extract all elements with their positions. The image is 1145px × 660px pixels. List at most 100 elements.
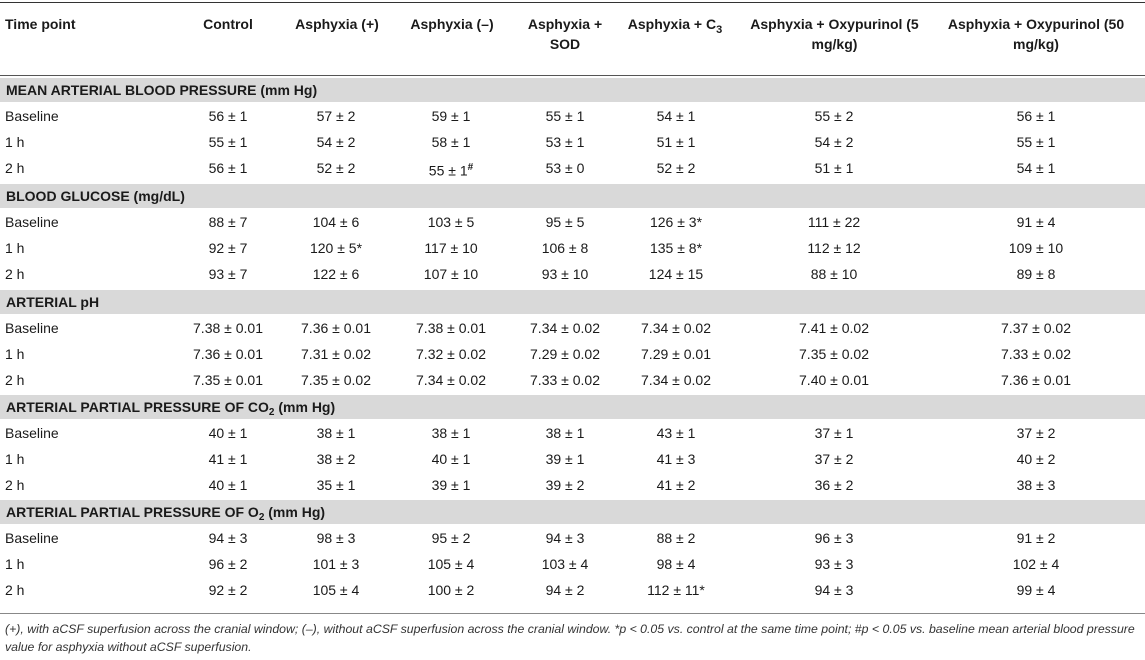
table-cell: 122 ± 6 bbox=[312, 266, 360, 282]
table-cell: 37 ± 2 bbox=[1016, 425, 1056, 441]
table-cell: 7.33 ± 0.02 bbox=[1001, 346, 1071, 362]
table-row: 1 h 55 ± 1 54 ± 2 58 ± 1 53 ± 1 51 ± 1 54 ± 2 5… bbox=[0, 129, 1145, 155]
row-label: 2 h bbox=[5, 582, 25, 598]
table-cell: 7.36 ± 0.01 bbox=[193, 346, 263, 362]
table-cell: 92 ± 7 bbox=[208, 240, 248, 256]
row-label: 2 h bbox=[5, 160, 25, 176]
subscript-two: 2 bbox=[268, 407, 275, 418]
table-cell: 88 ± 2 bbox=[656, 530, 696, 546]
row-label: 2 h bbox=[5, 266, 25, 282]
table-cell: 101 ± 3 bbox=[312, 556, 360, 572]
table-cell: 40 ± 1 bbox=[208, 425, 248, 441]
table-cell: 88 ± 7 bbox=[208, 214, 248, 230]
table-cell: 94 ± 3 bbox=[545, 530, 585, 546]
table-cell: 54 ± 2 bbox=[316, 134, 356, 150]
row-label: Baseline bbox=[5, 425, 59, 441]
table-cell: 7.34 ± 0.02 bbox=[416, 372, 486, 388]
table-cell: 109 ± 10 bbox=[1008, 240, 1064, 256]
table-cell: 96 ± 3 bbox=[814, 530, 854, 546]
table-row: Baseline 7.38 ± 0.01 7.36 ± 0.01 7.38 ± 0.0… bbox=[0, 315, 1145, 341]
table-cell: 117 ± 10 bbox=[424, 240, 478, 256]
table-cell: 94 ± 3 bbox=[814, 582, 854, 598]
row-label: 1 h bbox=[5, 556, 25, 572]
table-cell: 104 ± 6 bbox=[312, 214, 360, 230]
section-header: MEAN ARTERIAL BLOOD PRESSURE (mm Hg) bbox=[0, 78, 1145, 102]
table-cell: 7.34 ± 0.02 bbox=[641, 372, 711, 388]
table-cell: 98 ± 4 bbox=[656, 556, 696, 572]
header-rule bbox=[0, 75, 1145, 76]
table-cell: 95 ± 2 bbox=[431, 530, 471, 546]
table-cell: 91 ± 2 bbox=[1016, 530, 1056, 546]
table-row: Baseline 88 ± 7 104 ± 6 103 ± 5 95 ± 5 126 ± … bbox=[0, 209, 1145, 235]
table-cell: 41 ± 1 bbox=[208, 451, 248, 467]
table-cell: 41 ± 2 bbox=[656, 477, 696, 493]
table-cell: 55 ± 1# bbox=[428, 162, 474, 179]
table-cell: 94 ± 3 bbox=[208, 530, 248, 546]
table-row: 1 h 96 ± 2 101 ± 3 105 ± 4 103 ± 4 98 ± 4 93 ±… bbox=[0, 551, 1145, 577]
section-header: ARTERIAL PARTIAL PRESSURE OF CO2 (mm Hg) bbox=[0, 395, 1145, 419]
table-cell: 38 ± 1 bbox=[545, 425, 585, 441]
table-cell: 7.36 ± 0.01 bbox=[1001, 372, 1071, 388]
section-title: ARTERIAL PARTIAL PRESSURE OF CO2 (mm Hg) bbox=[6, 399, 336, 418]
header-asphyxia-sod: Asphyxia + SOD bbox=[527, 16, 603, 52]
header-asphyxia-c3: Asphyxia + C3 bbox=[625, 14, 725, 40]
subscript-three: 3 bbox=[716, 23, 723, 36]
row-label: Baseline bbox=[5, 320, 59, 336]
table-cell: 7.35 ± 0.01 bbox=[193, 372, 263, 388]
table-cell: 38 ± 3 bbox=[1016, 477, 1056, 493]
table-row: 2 h 56 ± 1 52 ± 2 55 ± 1# 53 ± 0 52 ± 2 51 ± 1… bbox=[0, 155, 1145, 181]
table-cell: 102 ± 4 bbox=[1012, 556, 1060, 572]
section-header: ARTERIAL PARTIAL PRESSURE OF O2 (mm Hg) bbox=[0, 500, 1145, 524]
table-cell: 107 ± 10 bbox=[423, 266, 479, 282]
table-row: 2 h 92 ± 2 105 ± 4 100 ± 2 94 ± 2 112 ± 11* 94… bbox=[0, 577, 1145, 603]
table-cell: 7.38 ± 0.01 bbox=[416, 320, 486, 336]
table-cell: 55 ± 1 bbox=[545, 108, 585, 124]
table-cell: 55 ± 1 bbox=[208, 134, 248, 150]
table-cell: 40 ± 2 bbox=[1016, 451, 1056, 467]
table-cell: 7.29 ± 0.02 bbox=[530, 346, 600, 362]
table-cell: 7.32 ± 0.02 bbox=[416, 346, 486, 362]
table-cell: 88 ± 10 bbox=[810, 266, 858, 282]
section-title: ARTERIAL PARTIAL PRESSURE OF O2 (mm Hg) bbox=[6, 504, 326, 523]
subscript-two: 2 bbox=[258, 512, 265, 523]
table-row: 1 h 41 ± 1 38 ± 2 40 ± 1 39 ± 1 41 ± 3 37 ± 2 4… bbox=[0, 446, 1145, 472]
table-cell: 98 ± 3 bbox=[316, 530, 356, 546]
table-cell: 39 ± 1 bbox=[431, 477, 471, 493]
table-row: Baseline 94 ± 3 98 ± 3 95 ± 2 94 ± 3 88 ± 2 96… bbox=[0, 525, 1145, 551]
row-label: 2 h bbox=[5, 372, 25, 388]
table-cell: 38 ± 1 bbox=[431, 425, 471, 441]
row-label: 1 h bbox=[5, 346, 25, 362]
table-cell: 124 ± 15 bbox=[648, 266, 704, 282]
table-cell: 56 ± 1 bbox=[1016, 108, 1056, 124]
table-cell: 54 ± 1 bbox=[1016, 160, 1056, 176]
table-cell: 111 ± 22 bbox=[807, 214, 861, 230]
table-cell: 112 ± 11* bbox=[647, 582, 705, 598]
row-label: Baseline bbox=[5, 214, 59, 230]
row-label: Baseline bbox=[5, 530, 59, 546]
table-cell: 92 ± 2 bbox=[208, 582, 248, 598]
header-oxypurinol-5: Asphyxia + Oxypurinol (5 mg/kg) bbox=[750, 16, 919, 52]
table-cell: 105 ± 4 bbox=[312, 582, 360, 598]
table-cell: 7.36 ± 0.01 bbox=[301, 320, 371, 336]
table-cell: 52 ± 2 bbox=[316, 160, 356, 176]
table-cell: 112 ± 12 bbox=[807, 240, 861, 256]
table-cell: 57 ± 2 bbox=[316, 108, 356, 124]
table-cell: 39 ± 1 bbox=[545, 451, 585, 467]
table-cell: 35 ± 1 bbox=[316, 477, 356, 493]
table-cell: 126 ± 3* bbox=[649, 214, 703, 230]
table-cell: 38 ± 1 bbox=[316, 425, 356, 441]
table-cell: 103 ± 4 bbox=[541, 556, 589, 572]
table-cell: 7.34 ± 0.02 bbox=[530, 320, 600, 336]
section-title: ARTERIAL pH bbox=[6, 294, 100, 310]
table-cell: 7.33 ± 0.02 bbox=[530, 372, 600, 388]
table-cell: 7.31 ± 0.02 bbox=[301, 346, 371, 362]
table-footnote: (+), with aCSF superfusion across the cr… bbox=[5, 622, 1135, 654]
table-cell: 135 ± 8* bbox=[649, 240, 703, 256]
header-oxypurinol-50: Asphyxia + Oxypurinol (50 mg/kg) bbox=[947, 16, 1125, 52]
table-cell: 56 ± 1 bbox=[208, 108, 248, 124]
header-c3-text: Asphyxia + C3 bbox=[627, 16, 723, 36]
table-cell: 7.37 ± 0.02 bbox=[1001, 320, 1071, 336]
table-cell: 91 ± 4 bbox=[1016, 214, 1056, 230]
table-cell: 105 ± 4 bbox=[427, 556, 475, 572]
footer-rule bbox=[0, 613, 1145, 614]
